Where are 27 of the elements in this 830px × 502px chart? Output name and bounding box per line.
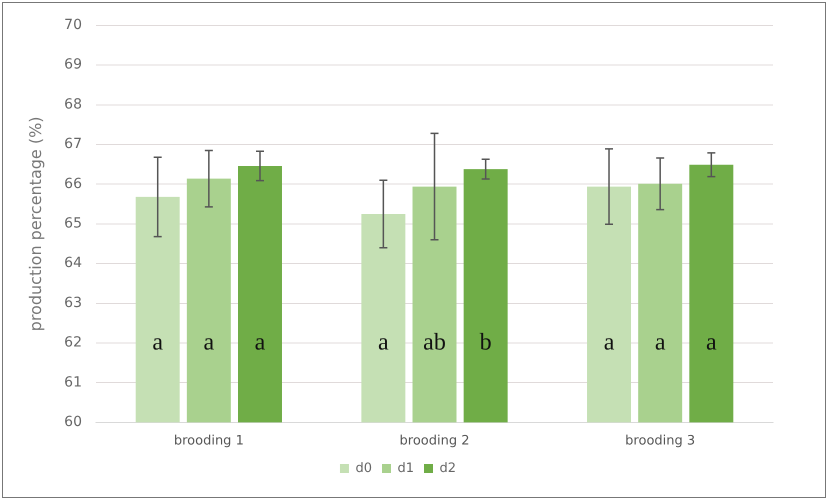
y-tick-label: 60 [64, 414, 82, 430]
x-tick-label: brooding 3 [625, 434, 696, 449]
x-tick-label: brooding 2 [400, 434, 470, 449]
y-tick-label: 64 [64, 255, 82, 272]
legend-label: d1 [397, 460, 414, 476]
annotation: a [654, 329, 666, 356]
legend-label: d0 [355, 460, 372, 476]
y-tick-label: 69 [64, 56, 82, 73]
legend-label: d2 [440, 460, 456, 476]
y-tick-label: 68 [64, 96, 82, 112]
y-axis-title: production percentage (%) [26, 116, 45, 332]
y-tick-label: 66 [64, 176, 82, 192]
annotation: a [254, 329, 266, 356]
annotation: a [706, 329, 717, 356]
annotation: a [378, 329, 390, 356]
annotation: ab [423, 329, 446, 356]
y-tick-label: 61 [64, 374, 82, 390]
y-tick-label: 62 [64, 334, 82, 351]
y-tick-label: 70 [64, 17, 82, 34]
y-tick-label: 65 [64, 216, 82, 232]
annotation: a [604, 329, 615, 356]
annotation: a [204, 329, 215, 356]
x-tick-label: brooding 1 [174, 434, 244, 449]
y-tick-label: 67 [64, 136, 82, 152]
annotation: a [152, 329, 164, 356]
y-tick-label: 63 [64, 294, 82, 311]
annotation: b [480, 329, 492, 356]
